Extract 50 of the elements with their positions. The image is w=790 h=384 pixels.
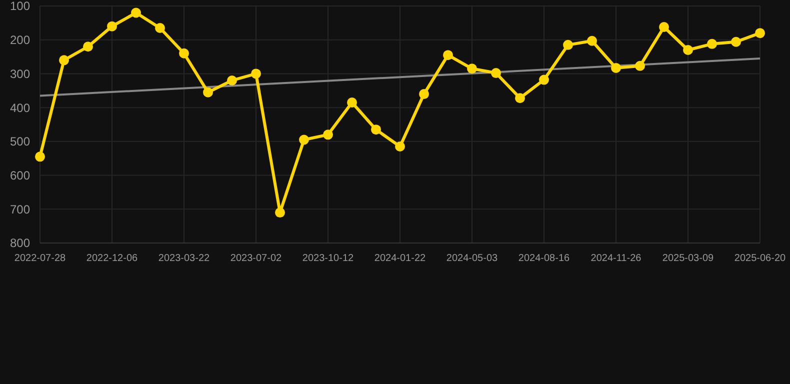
point xyxy=(707,38,717,49)
x-tick-label: 2023-03-22 xyxy=(158,253,210,264)
x-tick-label: 2025-03-09 xyxy=(662,253,714,264)
point xyxy=(203,87,213,98)
point xyxy=(443,50,453,60)
point xyxy=(299,134,309,145)
x-tick-label: 2024-11-26 xyxy=(590,253,642,264)
x-tick-label: 2024-01-22 xyxy=(374,253,426,264)
x-tick-label: 2025-06-20 xyxy=(734,253,786,264)
point xyxy=(587,36,597,46)
y-tick-label: 800 xyxy=(10,236,30,250)
point xyxy=(419,89,429,100)
point xyxy=(275,208,285,218)
point xyxy=(371,124,381,135)
y-tick-label: 700 xyxy=(10,202,30,216)
y-tick-label: 400 xyxy=(10,100,30,115)
x-tick-label: 2022-12-06 xyxy=(86,253,138,264)
point xyxy=(251,68,261,79)
point xyxy=(467,64,477,74)
point xyxy=(35,152,45,162)
point xyxy=(131,8,141,18)
point xyxy=(83,42,93,52)
point xyxy=(59,55,69,66)
point xyxy=(107,21,117,32)
point xyxy=(755,28,765,38)
point xyxy=(539,74,549,85)
point xyxy=(515,93,525,104)
x-tick-label: 2022-07-28 xyxy=(14,253,66,264)
point xyxy=(731,36,741,47)
point xyxy=(395,142,405,152)
y-tick-label: 300 xyxy=(10,66,30,81)
x-tick-label: 2024-08-16 xyxy=(518,253,570,264)
y-tick-label: 100 xyxy=(10,0,30,14)
point xyxy=(611,62,621,73)
point xyxy=(227,75,237,86)
point xyxy=(659,22,669,32)
point xyxy=(323,130,333,140)
x-tick-label: 2024-05-03 xyxy=(446,253,498,264)
x-tick-label: 2023-07-02 xyxy=(230,253,282,264)
x-tick-label: 2023-10-12 xyxy=(302,253,354,264)
point xyxy=(635,60,645,71)
point xyxy=(179,48,189,58)
y-tick-label: 200 xyxy=(10,33,30,48)
y-tick-label: 600 xyxy=(10,168,30,182)
point xyxy=(491,68,501,78)
point xyxy=(155,23,165,34)
point xyxy=(563,40,573,50)
point xyxy=(683,45,693,56)
point xyxy=(347,97,357,108)
y-tick-label: 500 xyxy=(10,134,30,149)
